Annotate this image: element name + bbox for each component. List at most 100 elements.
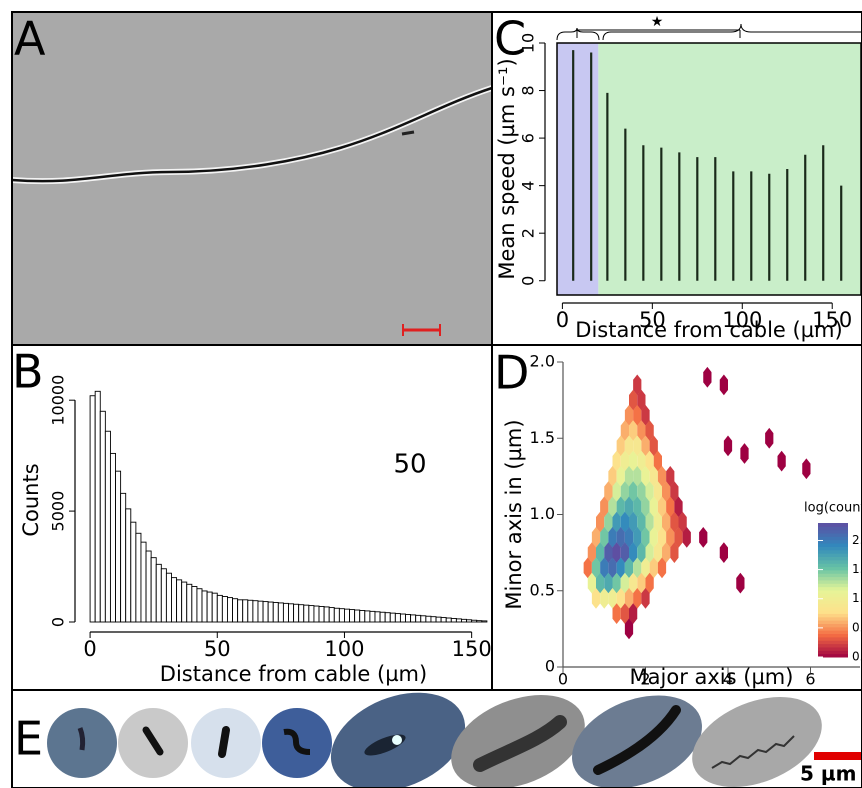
colorbar-segment (818, 603, 848, 608)
hexbin (649, 496, 658, 518)
hexbin (641, 557, 650, 579)
chart: 0 2 4 6 0 0.5 1.0 1.5 2.0 Major axis (µm) Minor ax… (502, 352, 862, 690)
hexbin (777, 450, 786, 472)
hexbin (616, 527, 625, 548)
colorbar-segment (818, 523, 848, 527)
bar (109, 452, 116, 623)
hexbin (624, 405, 634, 426)
hexbin (765, 427, 774, 449)
y-axis-label: Minor axis in (µm) (502, 419, 526, 609)
colorbar-segment (818, 529, 848, 534)
x-tick-label: 4 (723, 670, 733, 689)
colorbar-segment (818, 569, 848, 574)
hexbin (608, 588, 617, 609)
chart: 0 50 100 150 0 5000 10000 Distance from cable (… (19, 375, 492, 686)
colorbar-tick-label: 0.0 (852, 650, 862, 664)
bar (262, 601, 269, 623)
y-tick-label: 6 (519, 133, 538, 143)
bar (104, 430, 111, 623)
x-tick-label: 0 (556, 308, 569, 332)
colorbar-segment (818, 563, 848, 568)
hexbin (670, 511, 679, 533)
bar (394, 613, 401, 623)
hexbin (591, 557, 601, 579)
hexbin (629, 511, 638, 533)
hexbin (629, 450, 638, 472)
bar (328, 607, 335, 623)
colorbar-segment (818, 606, 848, 611)
hexbin (666, 527, 675, 548)
y-tick-label: 1.5 (530, 428, 555, 447)
x-axis-label: Distance from cable (µm) (160, 662, 427, 686)
panel-label: C (494, 12, 526, 66)
bar (359, 610, 366, 623)
hexbin (657, 557, 667, 579)
hexbin (620, 450, 629, 472)
x-tick-label: 150 (812, 308, 852, 332)
hexbin (637, 481, 646, 502)
colorbar-segment (818, 583, 848, 588)
x-axis-label: Major axis (µm) (630, 665, 794, 689)
colorbar-tick-label: 1.0 (852, 591, 862, 605)
bar (445, 617, 452, 623)
bar (338, 608, 345, 623)
hexbin (612, 572, 621, 594)
hexbin (633, 435, 642, 457)
bar (481, 620, 488, 623)
hexbin (637, 511, 646, 533)
colorbar-segment (818, 586, 848, 591)
y-tick-label: 10 (519, 33, 538, 53)
hexbin (641, 496, 650, 518)
hexbin (641, 435, 650, 457)
hexbin (662, 542, 671, 563)
x-tick-label: 6 (805, 670, 815, 689)
hexbin (645, 572, 654, 594)
colorbar-tick-label: 1.5 (852, 562, 862, 576)
y-tick-label: 1.0 (530, 504, 555, 523)
panel-label: E (14, 712, 43, 766)
panel-label: B (12, 345, 44, 399)
colorbar-segment (818, 553, 848, 557)
hexbin (616, 435, 625, 457)
x-tick-label: 50 (204, 637, 231, 661)
hexbin (604, 542, 613, 563)
hexbin (629, 420, 638, 441)
hexbin (653, 481, 662, 502)
hexbin (624, 618, 634, 640)
hexbin (629, 572, 638, 594)
hexbin (645, 542, 654, 563)
bar (298, 604, 305, 623)
annotation: ★ (651, 14, 664, 30)
hexbin (604, 511, 613, 533)
hexbin (699, 527, 708, 548)
colorbar-segment (818, 636, 848, 641)
colorbar-segment (818, 573, 848, 578)
bar (425, 615, 432, 623)
hexbin (637, 542, 646, 563)
bar (150, 557, 157, 623)
hexbin (649, 435, 658, 457)
significance-line (576, 29, 741, 38)
bar (226, 597, 233, 623)
bar (242, 599, 249, 623)
hexbin (649, 557, 658, 579)
hexbin (624, 557, 634, 579)
hexbin (633, 527, 642, 548)
bar (318, 606, 325, 623)
bar (364, 610, 371, 623)
hexbin (620, 572, 629, 594)
colorbar-segment (818, 526, 848, 531)
hexbin (620, 420, 629, 441)
hexbin (624, 435, 634, 457)
bar (450, 618, 457, 623)
colorbar-segment (818, 579, 848, 584)
colorbar-segment (818, 653, 848, 658)
hexbin (802, 458, 811, 480)
colorbar-segment (818, 623, 848, 628)
bar (130, 521, 137, 623)
y-tick-label: 2.0 (530, 352, 555, 371)
panel-frames (11, 11, 862, 788)
colorbar-segment (818, 613, 848, 618)
colorbar-segment (818, 646, 848, 651)
